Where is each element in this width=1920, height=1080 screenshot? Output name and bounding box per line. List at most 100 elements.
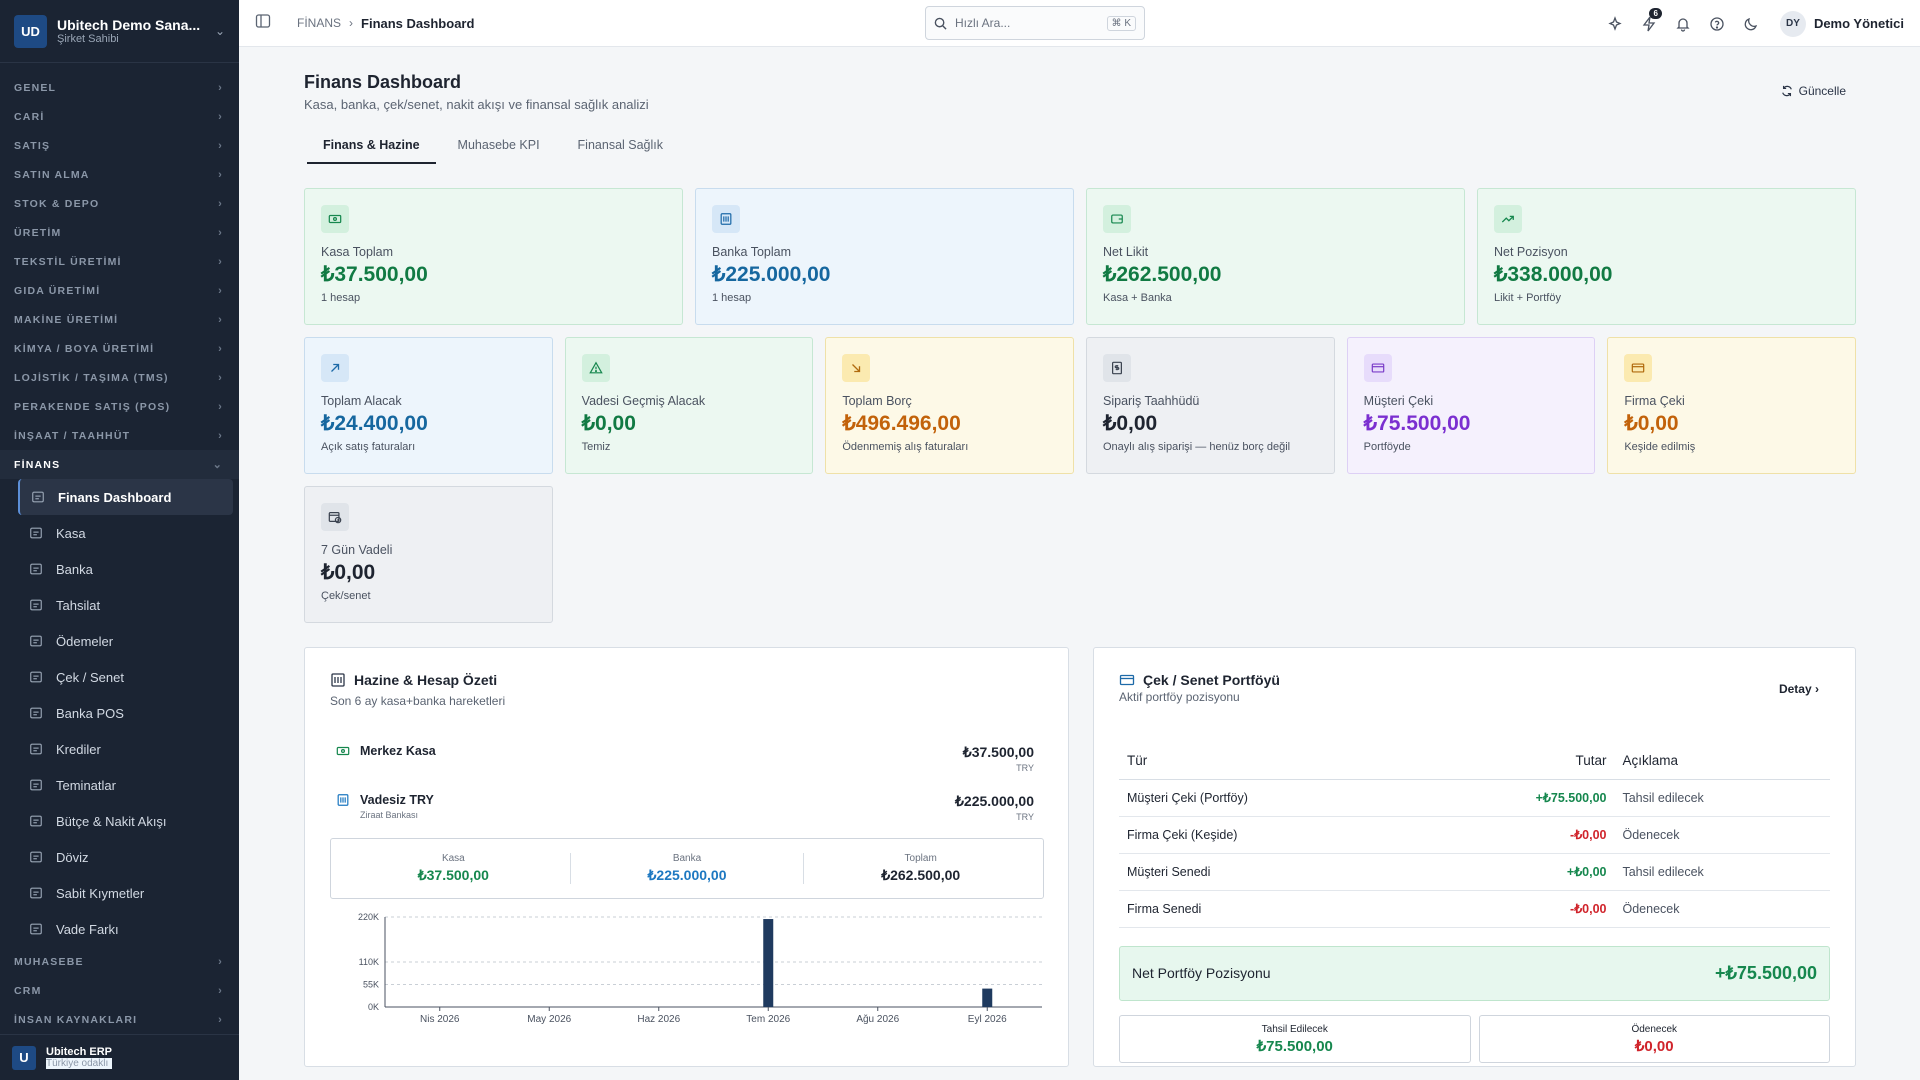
total-value: ₺75.500,00 (1256, 1037, 1333, 1055)
kpi-card[interactable]: Toplam Borç ₺496.496,00 Ödenmemiş alış fat… (825, 337, 1074, 474)
breadcrumb: FİNANS › Finans Dashboard (297, 16, 474, 31)
org-switcher[interactable]: UD Ubitech Demo Sana... Şirket Sahibi ⌄ (0, 0, 239, 63)
sidebar-item[interactable]: Döviz (18, 839, 233, 875)
sidebar-item[interactable]: Tahsilat (18, 587, 233, 623)
sidebar-item[interactable]: Finans Dashboard (18, 479, 233, 515)
refresh-icon (1781, 85, 1792, 97)
kpi-label: Banka Toplam (712, 245, 791, 259)
sidebar-item[interactable]: Banka (18, 551, 233, 587)
sidebar-item[interactable]: Ödemeler (18, 623, 233, 659)
tab[interactable]: Finansal Sağlık (577, 138, 664, 152)
breadcrumb-current: Finans Dashboard (361, 15, 475, 31)
sidebar-item-label: Kasa (56, 525, 86, 541)
kpi-sub: Likit + Portföy (1494, 292, 1561, 304)
summary-label: Banka (672, 853, 702, 864)
chevron-right-icon: › (218, 226, 223, 239)
kpi-card[interactable]: Banka Toplam ₺225.000,00 1 hesap (695, 188, 1074, 325)
sidebar-group[interactable]: SATIŞ › (0, 131, 239, 160)
bank-icon (28, 561, 44, 577)
sidebar-group[interactable]: STOK & DEPO › (0, 189, 239, 218)
help-icon[interactable] (1700, 16, 1734, 32)
total-label: Tahsil Edilecek (1261, 1023, 1328, 1035)
kpi-card[interactable]: Net Likit ₺262.500,00 Kasa + Banka (1086, 188, 1465, 325)
bank-icon (712, 205, 740, 233)
account-row[interactable]: Vadesiz TRY Ziraat Bankası ₺225.000,00 TRY (336, 793, 1034, 822)
kpi-card[interactable]: Net Pozisyon ₺338.000,00 Likit + Portföy (1477, 188, 1856, 325)
moon-icon[interactable] (1734, 16, 1768, 32)
search-input[interactable]: Hızlı Ara... ⌘ K (925, 6, 1145, 40)
table-row[interactable]: Firma Çeki (Keşide) -₺0,00 Ödenecek (1119, 816, 1830, 854)
sidebar-group[interactable]: TEKSTİL ÜRETİMİ › (0, 247, 239, 276)
warning-icon (581, 354, 610, 382)
col-amount: Tutar (1422, 742, 1615, 780)
kpi-sub: Kasa + Banka (1103, 292, 1172, 304)
sidebar-group-label: MUHASEBE (14, 955, 84, 968)
cash-icon (321, 205, 349, 233)
kpi-card[interactable]: 7 Gün Vadeli ₺0,00 Çek/senet (304, 486, 553, 623)
kpi-card[interactable]: Vadesi Geçmiş Alacak ₺0,00 Temiz (564, 337, 814, 474)
kpi-card[interactable]: Müşteri Çeki ₺75.500,00 Portföyde (1346, 337, 1596, 474)
sidebar-item[interactable]: Banka POS (18, 695, 233, 731)
kpi-sub: Portföyde (1363, 441, 1411, 453)
activity-icon[interactable]: 6 (1632, 7, 1666, 32)
sidebar-group[interactable]: MUHASEBE › (0, 947, 239, 976)
kpi-card[interactable]: Toplam Alacak ₺24.400,00 Açık satış fatura… (304, 337, 553, 474)
bell-icon[interactable] (1666, 16, 1700, 32)
sidebar-group[interactable]: İNŞAAT / TAAHHÜT › (0, 421, 239, 450)
kpi-card[interactable]: Sipariş Taahhüdü ₺0,00 Onaylı alış sipariş… (1086, 337, 1335, 474)
user-avatar: DY (1779, 10, 1806, 37)
portfolio-subtitle: Aktif portföy pozisyonu (1119, 690, 1240, 704)
arrow-up-right-icon (321, 354, 349, 382)
user-menu[interactable]: DY Demo Yönetici (1779, 10, 1904, 37)
chevron-right-icon: › (218, 197, 223, 210)
chevron-right-icon: › (218, 342, 223, 355)
sidebar-item-label: Banka (56, 561, 93, 577)
detail-label: Detay (1778, 682, 1812, 696)
chevron-right-icon: › (218, 955, 223, 968)
kpi-card[interactable]: Firma Çeki ₺0,00 Keşide edilmiş (1607, 337, 1856, 474)
tab[interactable]: Finans & Hazine (307, 138, 436, 164)
sidebar-item[interactable]: Krediler (18, 731, 233, 767)
chevron-right-icon: › (218, 313, 223, 326)
sidebar-group[interactable]: GENEL › (0, 73, 239, 102)
ai-sparkle-icon[interactable] (1598, 15, 1632, 32)
detail-button[interactable]: Detay › (1779, 682, 1819, 696)
sidebar-item[interactable]: Bütçe & Nakit Akışı (18, 803, 233, 839)
sidebar-group[interactable]: ÜRETİM › (0, 218, 239, 247)
sidebar-item[interactable]: Teminatlar (18, 767, 233, 803)
sidebar-item[interactable]: Vade Farkı (18, 911, 233, 947)
search-icon (934, 17, 947, 30)
sidebar-group[interactable]: SATIN ALMA › (0, 160, 239, 189)
bar[interactable] (763, 919, 774, 1007)
chevron-right-icon: › (1815, 682, 1819, 696)
sidebar-group[interactable]: LOJİSTİK / TAŞIMA (TMS) › (0, 363, 239, 392)
sidebar-item[interactable]: Kasa (18, 515, 233, 551)
kpi-row-primary: Kasa Toplam ₺37.500,00 1 hesap Banka Toplam… (304, 188, 1856, 325)
bar[interactable] (982, 988, 993, 1007)
table-row[interactable]: Firma Senedi -₺0,00 Ödenecek (1119, 890, 1830, 928)
chevron-right-icon: › (218, 139, 223, 152)
sidebar-toggle-icon[interactable] (255, 13, 275, 33)
sidebar-group[interactable]: KİMYA / BOYA ÜRETİMİ › (0, 334, 239, 363)
sidebar-item[interactable]: Sabit Kıymetler (18, 875, 233, 911)
sidebar-group[interactable]: CRM › (0, 976, 239, 1005)
sidebar-group[interactable]: MAKİNE ÜRETİMİ › (0, 305, 239, 334)
sidebar-group-finans[interactable]: FİNANS ⌄ (0, 450, 239, 479)
tab[interactable]: Muhasebe KPI (457, 138, 540, 152)
portfolio-total-box: Ödenecek ₺0,00 (1478, 1014, 1830, 1063)
sidebar-group[interactable]: PERAKENDE SATIŞ (POS) › (0, 392, 239, 421)
table-row[interactable]: Müşteri Çeki (Portföy) +₺75.500,00 Tahsil … (1119, 779, 1830, 817)
kpi-card[interactable]: Kasa Toplam ₺37.500,00 1 hesap (304, 188, 683, 325)
page-subtitle: Kasa, banka, çek/senet, nakit akışı ve f… (304, 97, 649, 112)
sidebar-group[interactable]: CARİ › (0, 102, 239, 131)
arrow-down-right-icon (842, 354, 871, 382)
sidebar-group[interactable]: GIDA ÜRETİMİ › (0, 276, 239, 305)
pos-card-icon (28, 705, 44, 721)
breadcrumb-parent[interactable]: FİNANS (297, 16, 342, 30)
sidebar-item[interactable]: Çek / Senet (18, 659, 233, 695)
sidebar-item-label: Ödemeler (56, 633, 114, 649)
account-row[interactable]: Merkez Kasa ₺37.500,00 TRY (336, 744, 1034, 773)
table-row[interactable]: Müşteri Senedi +₺0,00 Tahsil edilecek (1119, 853, 1830, 891)
sidebar-group[interactable]: İNSAN KAYNAKLARI › (0, 1005, 239, 1034)
refresh-button[interactable]: Güncelle (1781, 84, 1846, 98)
